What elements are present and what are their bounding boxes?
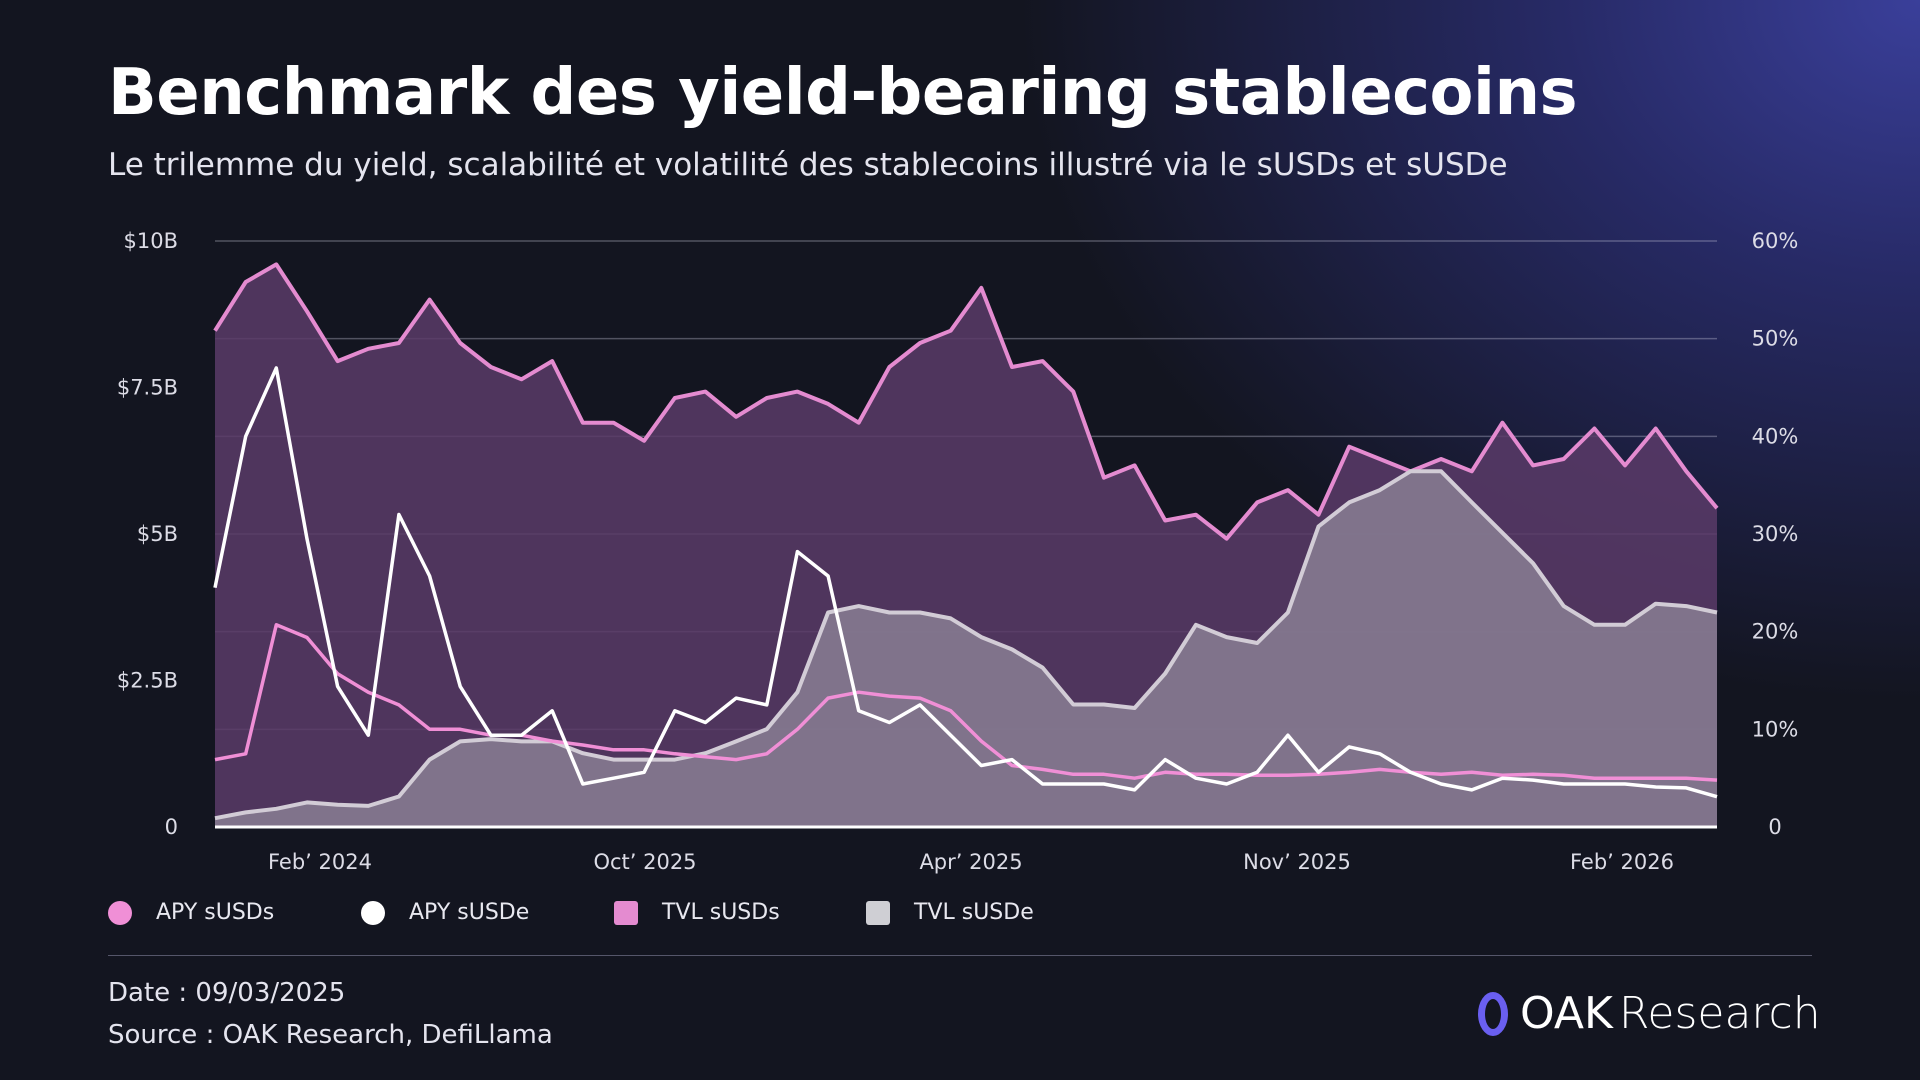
legend-marker	[361, 900, 385, 925]
legend-label: TVL sUSDe	[914, 900, 1034, 925]
tvl-susds-line	[213, 262, 1719, 541]
legend-label: TVL sUSDs	[662, 900, 780, 925]
apy-susds-line	[214, 623, 1718, 782]
legend-label: APY sUSDe	[409, 900, 530, 925]
x-tick-label: Oct’ 2025	[593, 850, 696, 874]
legend-marker	[614, 900, 638, 925]
legend-marker	[866, 900, 890, 925]
y-right-tick-label: 20%	[1752, 620, 1799, 644]
legend-item-tvl-susde: TVL sUSDe	[866, 900, 1034, 925]
y-left-tick-label: 0	[165, 815, 178, 839]
y-left-tick-label: $10B	[124, 229, 179, 253]
legend-item-apy-susde: APY sUSDe	[361, 900, 529, 925]
chart-subtitle: Le trilemme du yield, scalabilité et vol…	[108, 147, 1508, 183]
footer-divider	[108, 955, 1812, 956]
legend-marker	[108, 900, 132, 925]
y-right-tick-label: 30%	[1752, 522, 1799, 546]
tvl-susde-area	[215, 471, 1717, 827]
apy-susde-line	[213, 366, 1718, 799]
legend-item-apy-susds: APY sUSDs	[108, 900, 274, 925]
y-left-tick-label: $5B	[137, 522, 178, 546]
x-tick-label: Apr’ 2025	[919, 850, 1022, 874]
oak-ring-icon	[1478, 991, 1508, 1036]
chart-title: Benchmark des yield-bearing stablecoins	[108, 56, 1578, 130]
x-tick-label: Feb’ 2026	[1570, 850, 1674, 874]
y-right-tick-label: 60%	[1752, 229, 1799, 253]
y-right-tick-label: 50%	[1752, 327, 1799, 351]
y-left-tick-label: $2.5B	[117, 669, 178, 693]
y-right-tick-label: 40%	[1752, 424, 1799, 448]
y-right-tick-label: 10%	[1752, 717, 1799, 741]
y-left-tick-label: $7.5B	[117, 376, 178, 400]
legend-item-tvl-susds: TVL sUSDs	[614, 900, 780, 925]
logo-text-bold: OAK	[1520, 988, 1613, 1039]
legend-label: APY sUSDs	[156, 900, 275, 925]
y-right-tick-label: 0	[1768, 815, 1781, 839]
tvl-susde-line	[214, 469, 1718, 821]
logo-text-light: Research	[1618, 988, 1821, 1039]
footer-source: Source : OAK Research, DefiLlama	[108, 1020, 553, 1050]
footer-date: Date : 09/03/2025	[108, 978, 346, 1008]
x-tick-label: Feb’ 2024	[268, 850, 372, 874]
x-tick-label: Nov’ 2025	[1243, 850, 1351, 874]
oak-research-logo: OAK Research	[1478, 988, 1821, 1039]
